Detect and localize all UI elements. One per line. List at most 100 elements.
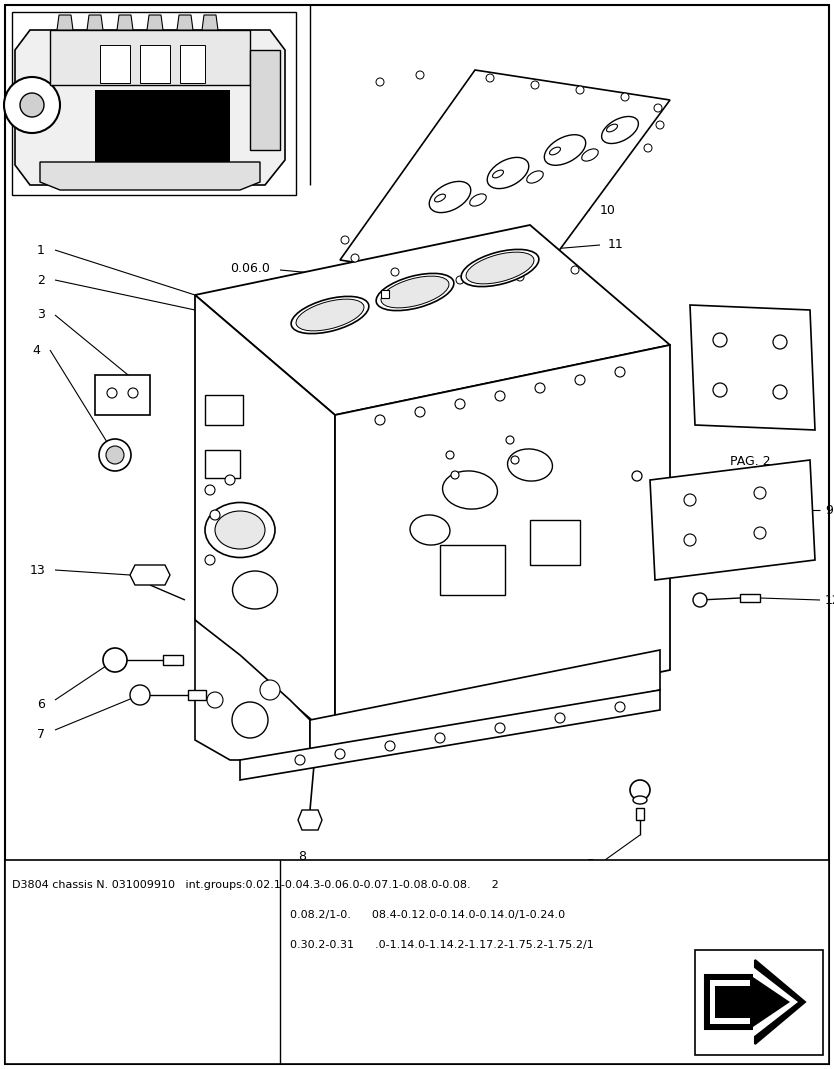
Text: 1: 1 <box>38 244 45 257</box>
Polygon shape <box>202 15 218 30</box>
Circle shape <box>446 451 454 459</box>
Text: 11: 11 <box>608 238 624 251</box>
Circle shape <box>455 399 465 409</box>
Ellipse shape <box>493 170 504 177</box>
Ellipse shape <box>527 171 543 183</box>
Circle shape <box>210 510 220 520</box>
Ellipse shape <box>633 796 647 804</box>
Circle shape <box>516 273 524 281</box>
Circle shape <box>511 456 519 464</box>
Polygon shape <box>715 975 790 1029</box>
Circle shape <box>391 268 399 276</box>
Ellipse shape <box>508 449 552 481</box>
Circle shape <box>341 236 349 244</box>
Text: 9: 9 <box>825 503 833 516</box>
Circle shape <box>486 74 494 82</box>
Polygon shape <box>117 15 133 30</box>
Polygon shape <box>340 69 670 290</box>
Circle shape <box>773 385 787 399</box>
Bar <box>636 808 644 820</box>
Text: D3804 chassis N. 031009910   int.groups:0.02.1-0.04.3-0.06.0-0.07.1-0.08.0-0.08.: D3804 chassis N. 031009910 int.groups:0.… <box>12 880 499 890</box>
Circle shape <box>571 266 579 274</box>
Polygon shape <box>690 305 815 430</box>
Ellipse shape <box>215 511 265 549</box>
Circle shape <box>4 77 60 133</box>
Text: 4: 4 <box>33 343 40 356</box>
Polygon shape <box>195 295 335 740</box>
Circle shape <box>576 86 584 94</box>
Bar <box>205 450 240 478</box>
Circle shape <box>416 71 424 79</box>
Circle shape <box>654 104 662 112</box>
Bar <box>12 12 296 195</box>
Circle shape <box>615 702 625 712</box>
Ellipse shape <box>545 135 585 166</box>
Ellipse shape <box>205 502 275 558</box>
Ellipse shape <box>410 515 450 545</box>
Bar <box>695 950 823 1055</box>
Polygon shape <box>335 345 670 740</box>
Polygon shape <box>195 620 310 760</box>
Circle shape <box>754 527 766 539</box>
Circle shape <box>335 749 345 759</box>
Polygon shape <box>298 810 322 830</box>
Polygon shape <box>177 15 193 30</box>
Circle shape <box>415 407 425 417</box>
Circle shape <box>128 388 138 398</box>
Text: 10: 10 <box>600 203 615 217</box>
Circle shape <box>644 144 652 152</box>
Ellipse shape <box>291 296 369 334</box>
Polygon shape <box>240 690 660 780</box>
Text: 3: 3 <box>38 309 45 322</box>
Ellipse shape <box>430 182 470 213</box>
Ellipse shape <box>435 195 445 202</box>
Circle shape <box>773 335 787 348</box>
Ellipse shape <box>443 471 497 509</box>
Text: 2: 2 <box>38 274 45 286</box>
Ellipse shape <box>461 249 539 286</box>
Text: 8: 8 <box>298 850 306 863</box>
Circle shape <box>575 375 585 385</box>
Bar <box>163 655 183 665</box>
Bar <box>100 45 130 83</box>
Ellipse shape <box>601 117 638 143</box>
Circle shape <box>684 534 696 546</box>
Ellipse shape <box>233 571 278 609</box>
Ellipse shape <box>581 149 598 161</box>
Circle shape <box>535 383 545 393</box>
Text: 0.06.0: 0.06.0 <box>230 262 270 275</box>
Polygon shape <box>710 967 798 1037</box>
Circle shape <box>20 93 44 117</box>
Ellipse shape <box>487 157 529 188</box>
Bar <box>740 594 760 602</box>
Circle shape <box>506 436 514 444</box>
Circle shape <box>99 439 131 471</box>
Circle shape <box>684 494 696 506</box>
Circle shape <box>385 741 395 752</box>
Ellipse shape <box>381 276 449 308</box>
Bar <box>530 520 580 566</box>
Ellipse shape <box>466 252 534 284</box>
Ellipse shape <box>376 274 454 311</box>
Circle shape <box>656 121 664 129</box>
Polygon shape <box>147 15 163 30</box>
Bar <box>188 690 206 700</box>
Bar <box>50 30 250 86</box>
Circle shape <box>435 733 445 743</box>
Bar <box>140 45 170 83</box>
Polygon shape <box>57 15 73 30</box>
Bar <box>180 45 205 83</box>
Circle shape <box>225 475 235 485</box>
Bar <box>381 290 389 298</box>
Polygon shape <box>15 30 285 185</box>
Circle shape <box>205 555 215 566</box>
Text: 7: 7 <box>37 728 45 742</box>
Ellipse shape <box>296 299 364 331</box>
Circle shape <box>205 485 215 495</box>
Circle shape <box>106 446 124 464</box>
Circle shape <box>713 334 727 347</box>
Circle shape <box>693 593 707 607</box>
Ellipse shape <box>606 124 617 131</box>
Circle shape <box>495 391 505 401</box>
Circle shape <box>495 723 505 733</box>
